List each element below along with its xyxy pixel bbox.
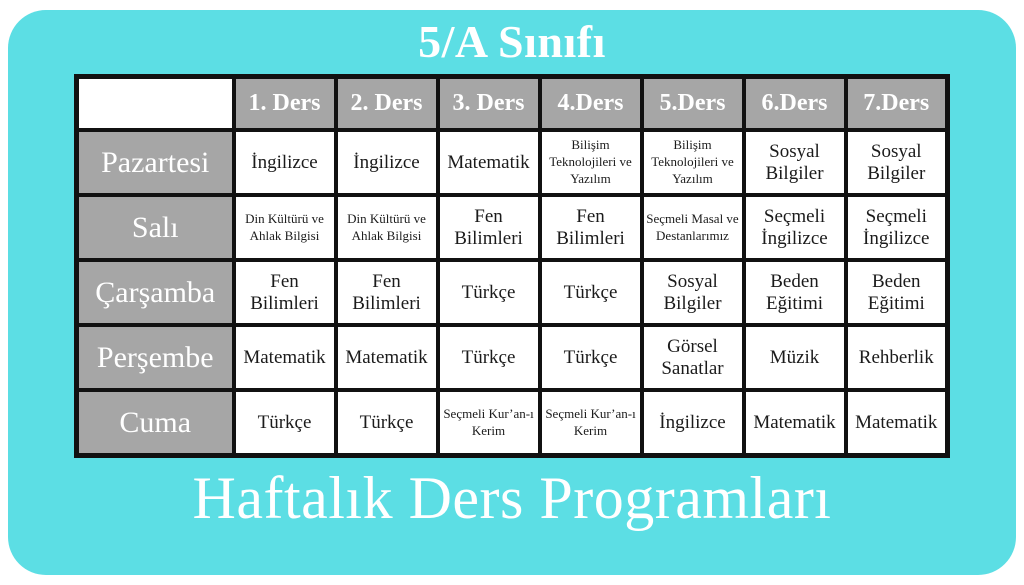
corner-cell xyxy=(74,74,236,132)
schedule-row: Salı Din Kültürü ve Ahlak Bilgisi Din Kült… xyxy=(74,193,950,262)
day-header: Pazartesi xyxy=(74,128,236,197)
weekly-title: Haftalık Ders Programları xyxy=(192,465,832,531)
lesson-column-header: 6.Ders xyxy=(741,74,848,132)
lesson-cell: Din Kültürü ve Ahlak Bilgisi xyxy=(333,193,440,262)
lesson-cell: Fen Bilimleri xyxy=(537,193,644,262)
lesson-cell: İngilizce xyxy=(231,128,338,197)
lesson-cell: Görsel Sanatlar xyxy=(639,323,746,392)
lesson-cell: Din Kültürü ve Ahlak Bilgisi xyxy=(231,193,338,262)
lesson-cell: Rehberlik xyxy=(843,323,950,392)
schedule-card: 5/A Sınıfı 1. Ders 2. Ders 3. Ders 4.Ders 5.… xyxy=(8,10,1016,575)
lesson-cell: Bilişim Teknolojileri ve Yazılım xyxy=(639,128,746,197)
lesson-column-header: 5.Ders xyxy=(639,74,746,132)
lesson-cell: Sosyal Bilgiler xyxy=(639,258,746,327)
lesson-cell: Türkçe xyxy=(435,258,542,327)
lesson-cell: Matematik xyxy=(231,323,338,392)
schedule-body: Pazartesi İngilizce İngilizce Matematik Bili… xyxy=(74,128,950,458)
schedule-header-row: 1. Ders 2. Ders 3. Ders 4.Ders 5.Ders 6.Ders 7… xyxy=(74,74,950,132)
lesson-cell: Beden Eğitimi xyxy=(741,258,848,327)
lesson-cell: Türkçe xyxy=(537,258,644,327)
lesson-cell: Türkçe xyxy=(231,388,338,458)
lesson-column-header: 2. Ders xyxy=(333,74,440,132)
lesson-cell: Müzik xyxy=(741,323,848,392)
lesson-column-header: 1. Ders xyxy=(231,74,338,132)
schedule-row: Perşembe Matematik Matematik Türkçe Türkçe Gö… xyxy=(74,323,950,392)
lesson-column-header: 4.Ders xyxy=(537,74,644,132)
lesson-cell: Matematik xyxy=(435,128,542,197)
lesson-cell: Beden Eğitimi xyxy=(843,258,950,327)
day-header: Çarşamba xyxy=(74,258,236,327)
lesson-cell: İngilizce xyxy=(639,388,746,458)
lesson-cell: Bilişim Teknolojileri ve Yazılım xyxy=(537,128,644,197)
lesson-cell: Sosyal Bilgiler xyxy=(741,128,848,197)
schedule-row: Cuma Türkçe Türkçe Seçmeli Kur’an-ı Kerim Se… xyxy=(74,388,950,458)
lesson-cell: Türkçe xyxy=(333,388,440,458)
lesson-cell: Fen Bilimleri xyxy=(231,258,338,327)
lesson-cell: Fen Bilimleri xyxy=(333,258,440,327)
lesson-column-header: 7.Ders xyxy=(843,74,950,132)
day-header: Perşembe xyxy=(74,323,236,392)
schedule-row: Pazartesi İngilizce İngilizce Matematik Bili… xyxy=(74,128,950,197)
lesson-cell: Seçmeli İngilizce xyxy=(741,193,848,262)
day-header: Cuma xyxy=(74,388,236,458)
lesson-cell: İngilizce xyxy=(333,128,440,197)
day-header: Salı xyxy=(74,193,236,262)
lesson-cell: Fen Bilimleri xyxy=(435,193,542,262)
schedule-table: 1. Ders 2. Ders 3. Ders 4.Ders 5.Ders 6.Ders 7… xyxy=(74,74,950,458)
lesson-cell: Seçmeli İngilizce xyxy=(843,193,950,262)
lesson-cell: Seçmeli Kur’an-ı Kerim xyxy=(537,388,644,458)
lesson-cell: Matematik xyxy=(333,323,440,392)
lesson-cell: Türkçe xyxy=(435,323,542,392)
lesson-cell: Matematik xyxy=(741,388,848,458)
lesson-cell: Sosyal Bilgiler xyxy=(843,128,950,197)
lesson-cell: Seçmeli Kur’an-ı Kerim xyxy=(435,388,542,458)
lesson-cell: Matematik xyxy=(843,388,950,458)
lesson-column-header: 3. Ders xyxy=(435,74,542,132)
class-title: 5/A Sınıfı xyxy=(418,16,606,67)
lesson-cell: Türkçe xyxy=(537,323,644,392)
schedule-row: Çarşamba Fen Bilimleri Fen Bilimleri Türkçe… xyxy=(74,258,950,327)
lesson-cell: Seçmeli Masal ve Destanlarımız xyxy=(639,193,746,262)
